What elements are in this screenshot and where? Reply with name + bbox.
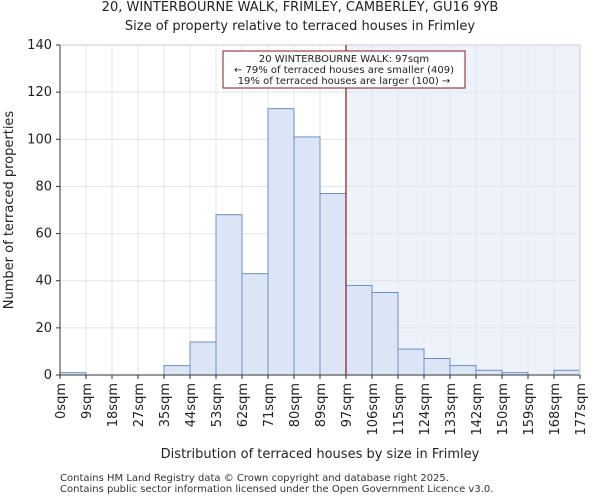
histogram-bar (319, 193, 347, 376)
x-tick-label: 35sqm (158, 383, 173, 427)
chart-title: 20, WINTERBOURNE WALK, FRIMLEY, CAMBERLE… (101, 0, 499, 15)
histogram-bar (371, 292, 399, 376)
annotation-line-1: 20 WINTERBOURNE WALK: 97sqm (259, 54, 429, 65)
y-axis-title: Number of terraced properties (2, 111, 17, 310)
x-tick-label: 150sqm (496, 383, 511, 436)
x-tick-label: 159sqm (522, 383, 537, 436)
x-tick-label: 142sqm (470, 383, 485, 436)
footer-licence: Contains public sector information licen… (60, 484, 494, 495)
x-tick-label: 89sqm (314, 383, 329, 427)
histogram-bar (449, 365, 477, 376)
annotation-line-3: 19% of terraced houses are larger (100) … (238, 76, 451, 87)
footer-copyright: Contains HM Land Registry data © Crown c… (60, 473, 449, 484)
y-tick-label: 40 (35, 274, 52, 289)
x-tick-label: 27sqm (132, 383, 147, 427)
y-tick-label: 0 (44, 368, 52, 383)
x-tick-label: 44sqm (184, 383, 199, 427)
x-tick-label: 80sqm (288, 383, 303, 427)
annotation-line-2: ← 79% of terraced houses are smaller (40… (234, 65, 454, 76)
histogram-bar (423, 358, 451, 376)
y-tick-label: 20 (35, 321, 52, 336)
x-tick-label: 133sqm (444, 383, 459, 436)
x-tick-label: 97sqm (340, 383, 355, 427)
y-tick-label: 60 (35, 227, 52, 242)
histogram-bar (215, 214, 243, 376)
histogram-bar (267, 108, 295, 376)
x-tick-label: 124sqm (418, 383, 433, 436)
x-tick-label: 106sqm (366, 383, 381, 436)
x-tick-label: 115sqm (392, 383, 407, 436)
y-tick-label: 120 (27, 85, 52, 100)
x-tick-label: 168sqm (548, 383, 563, 436)
x-tick-label: 0sqm (54, 383, 69, 419)
y-tick-label: 140 (27, 38, 52, 53)
histogram-bar (293, 136, 321, 376)
x-tick-label: 18sqm (106, 383, 121, 427)
x-axis-title: Distribution of terraced houses by size … (161, 447, 480, 462)
histogram-bar (189, 341, 217, 376)
annotation-box (222, 50, 466, 89)
chart-subtitle: Size of property relative to terraced ho… (124, 19, 476, 34)
x-tick-label: 71sqm (262, 383, 277, 427)
x-tick-label: 62sqm (236, 383, 251, 427)
y-tick-label: 80 (35, 179, 52, 194)
histogram-bar (163, 365, 191, 376)
histogram-bar (553, 369, 581, 376)
histogram-bar (475, 369, 503, 376)
histogram-bar (241, 273, 269, 376)
x-tick-label: 53sqm (210, 383, 225, 427)
x-tick-label: 9sqm (80, 383, 95, 419)
histogram-chart: 0 20 40 60 80 100 120 140 0sqm 9sqm 18sqm 27sqm 35sq… (2, 38, 589, 462)
x-tick-label: 177sqm (574, 383, 589, 436)
histogram-bar (345, 284, 373, 376)
histogram-bar (397, 348, 425, 376)
y-tick-label: 100 (27, 132, 52, 147)
